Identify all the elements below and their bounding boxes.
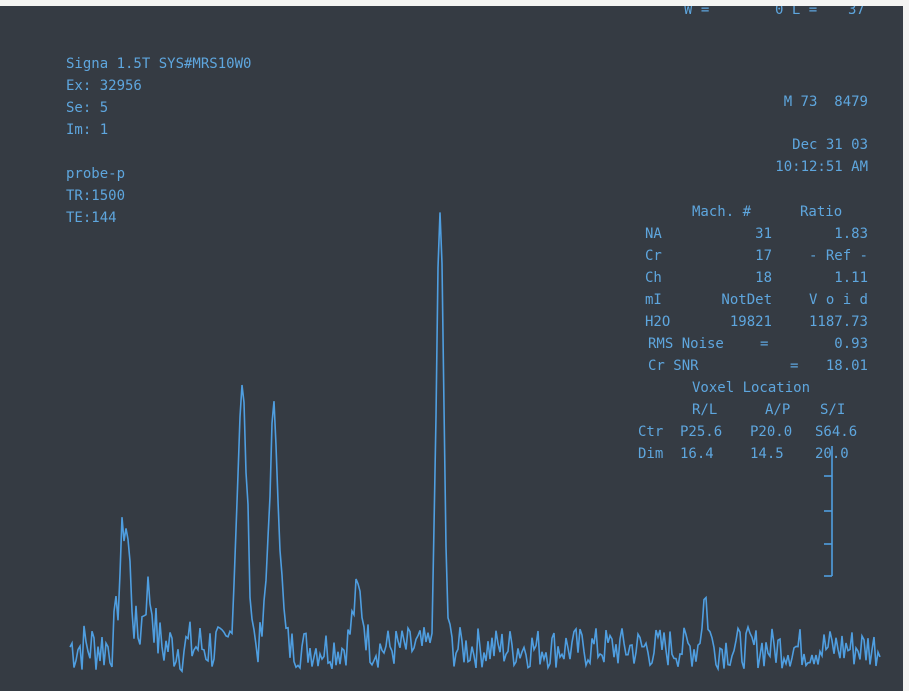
screen-text: - Ref - [809, 248, 868, 264]
screen-text: Cr SNR [648, 358, 699, 374]
screen-text: Cr [645, 248, 662, 264]
scale-bar [824, 446, 832, 576]
screen-text: 17 [755, 248, 772, 264]
screen-text: Signa 1.5T SYS#MRS10W0 [66, 56, 251, 72]
screen-text: 16.4 [680, 446, 714, 462]
screen-text: NA [645, 226, 662, 242]
screen-text: 0.93 [834, 336, 868, 352]
screen-text: TR:1500 [66, 188, 125, 204]
screen-text: S/I [820, 402, 845, 418]
screen-text: V o i d [809, 292, 868, 308]
screen-text: 37 [848, 6, 865, 18]
monitor-screen: W = 0 L = 37 Signa 1.5T SYS#MRS10W0 Ex: 3295… [0, 6, 903, 691]
screen-text: = [790, 358, 798, 374]
screen-text: W = [684, 6, 709, 18]
screen-text: Ctr [638, 424, 663, 440]
screen-text: = [760, 336, 768, 352]
screen-text: 1187.73 [809, 314, 868, 330]
screen-text: P25.6 [680, 424, 722, 440]
screen-text: RMS Noise [648, 336, 724, 352]
screen-text: 20.0 [815, 446, 849, 462]
screen-text: R/L [692, 402, 717, 418]
screen-text: Im: 1 [66, 122, 108, 138]
screen-text: Dec 31 03 [792, 137, 868, 153]
screen-text: TE:144 [66, 210, 117, 226]
screen-text: Se: 5 [66, 100, 108, 116]
screen-text: 0 L = [775, 6, 817, 18]
screen-text: P20.0 [750, 424, 792, 440]
screen-text: 1.11 [834, 270, 868, 286]
screen-text: Voxel Location [692, 380, 810, 396]
screen-text: Ex: 32956 [66, 78, 142, 94]
screen-text: H2O [645, 314, 670, 330]
screen-text: 18 [755, 270, 772, 286]
screen-text: Mach. # [692, 204, 751, 220]
screen-text: A/P [765, 402, 790, 418]
screen-text: S64.6 [815, 424, 857, 440]
screen-text: 1.83 [834, 226, 868, 242]
screen-text: 18.01 [826, 358, 868, 374]
screen-text: M 73 8479 [784, 94, 868, 110]
screen-text: Dim [638, 446, 663, 462]
screen-text: NotDet [721, 292, 772, 308]
screen-text: Ratio [800, 204, 842, 220]
screen-text: 10:12:51 AM [775, 159, 868, 175]
screen-text: 31 [755, 226, 772, 242]
screen-text: mI [645, 292, 662, 308]
page: W = 0 L = 37 Signa 1.5T SYS#MRS10W0 Ex: 3295… [0, 0, 909, 691]
screen-text: 14.5 [750, 446, 784, 462]
screen-text: 19821 [730, 314, 772, 330]
screen-text: probe-p [66, 166, 125, 182]
screen-text: Ch [645, 270, 662, 286]
